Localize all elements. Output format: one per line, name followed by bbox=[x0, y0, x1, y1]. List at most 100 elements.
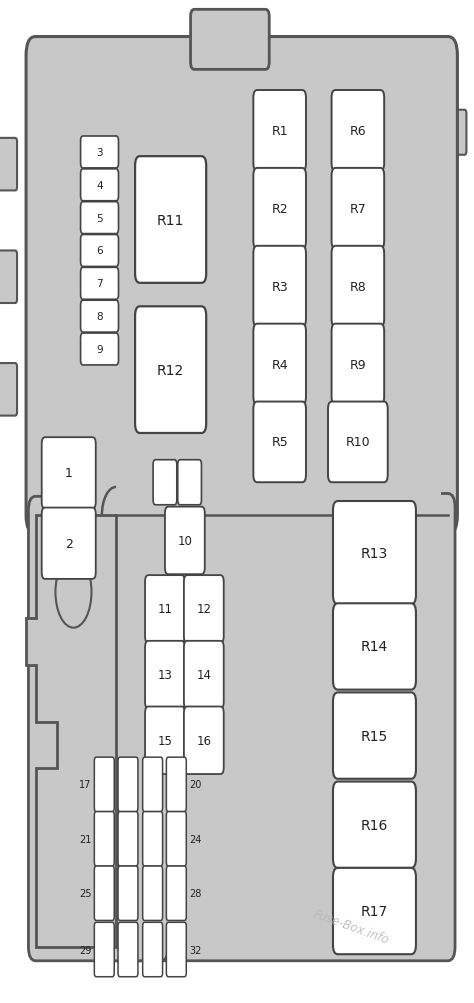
Polygon shape bbox=[123, 509, 237, 947]
FancyBboxPatch shape bbox=[0, 138, 17, 192]
Text: R9: R9 bbox=[349, 358, 366, 371]
FancyBboxPatch shape bbox=[333, 693, 416, 779]
FancyBboxPatch shape bbox=[26, 37, 457, 535]
Text: 21: 21 bbox=[79, 833, 91, 844]
Text: R17: R17 bbox=[361, 904, 388, 918]
FancyBboxPatch shape bbox=[253, 91, 306, 172]
Text: 10: 10 bbox=[177, 535, 192, 548]
Text: 6: 6 bbox=[96, 246, 103, 256]
FancyBboxPatch shape bbox=[81, 136, 118, 169]
FancyBboxPatch shape bbox=[118, 757, 138, 811]
Text: 11: 11 bbox=[157, 603, 173, 616]
Text: R10: R10 bbox=[346, 436, 370, 449]
Text: 14: 14 bbox=[196, 668, 211, 681]
Text: R16: R16 bbox=[361, 817, 388, 831]
FancyBboxPatch shape bbox=[143, 757, 163, 811]
Text: 13: 13 bbox=[157, 668, 173, 681]
FancyBboxPatch shape bbox=[153, 460, 177, 506]
FancyBboxPatch shape bbox=[118, 867, 138, 921]
Text: 32: 32 bbox=[189, 945, 201, 955]
FancyBboxPatch shape bbox=[94, 811, 114, 867]
FancyBboxPatch shape bbox=[42, 437, 96, 509]
FancyBboxPatch shape bbox=[333, 781, 416, 868]
FancyBboxPatch shape bbox=[81, 203, 118, 235]
FancyBboxPatch shape bbox=[145, 641, 185, 709]
Text: 29: 29 bbox=[79, 945, 91, 955]
FancyBboxPatch shape bbox=[81, 170, 118, 202]
FancyBboxPatch shape bbox=[81, 236, 118, 267]
FancyBboxPatch shape bbox=[331, 91, 384, 172]
FancyBboxPatch shape bbox=[166, 811, 186, 867]
Text: 4: 4 bbox=[96, 181, 103, 191]
Text: 24: 24 bbox=[189, 833, 201, 844]
FancyBboxPatch shape bbox=[135, 307, 206, 433]
FancyBboxPatch shape bbox=[145, 707, 185, 774]
FancyBboxPatch shape bbox=[81, 268, 118, 300]
Text: 8: 8 bbox=[96, 312, 103, 322]
FancyBboxPatch shape bbox=[191, 10, 269, 70]
FancyBboxPatch shape bbox=[333, 502, 416, 605]
Polygon shape bbox=[43, 489, 441, 523]
Text: R12: R12 bbox=[157, 363, 184, 377]
FancyBboxPatch shape bbox=[143, 867, 163, 921]
FancyBboxPatch shape bbox=[184, 576, 224, 643]
FancyBboxPatch shape bbox=[184, 707, 224, 774]
FancyBboxPatch shape bbox=[328, 402, 388, 482]
FancyBboxPatch shape bbox=[253, 247, 306, 327]
Text: R5: R5 bbox=[271, 436, 288, 449]
Text: R6: R6 bbox=[349, 124, 366, 137]
Text: 5: 5 bbox=[96, 214, 103, 224]
Text: 7: 7 bbox=[96, 279, 103, 289]
Text: R13: R13 bbox=[361, 546, 388, 560]
FancyBboxPatch shape bbox=[28, 496, 168, 961]
FancyBboxPatch shape bbox=[145, 576, 185, 643]
Text: 12: 12 bbox=[196, 603, 211, 616]
Text: R1: R1 bbox=[271, 124, 288, 137]
FancyBboxPatch shape bbox=[135, 157, 206, 284]
Text: R3: R3 bbox=[271, 281, 288, 293]
Text: 17: 17 bbox=[79, 779, 91, 789]
Text: R4: R4 bbox=[271, 358, 288, 371]
Text: 9: 9 bbox=[96, 345, 103, 355]
Text: R2: R2 bbox=[271, 203, 288, 216]
FancyBboxPatch shape bbox=[166, 867, 186, 921]
Text: 28: 28 bbox=[189, 889, 201, 899]
FancyBboxPatch shape bbox=[444, 110, 466, 155]
FancyBboxPatch shape bbox=[253, 324, 306, 405]
FancyBboxPatch shape bbox=[42, 509, 96, 580]
Text: 15: 15 bbox=[157, 734, 173, 747]
FancyBboxPatch shape bbox=[333, 868, 416, 954]
Text: 1: 1 bbox=[65, 466, 73, 479]
Polygon shape bbox=[26, 516, 116, 947]
FancyBboxPatch shape bbox=[118, 923, 138, 977]
Text: Fuse-Box.info: Fuse-Box.info bbox=[311, 907, 390, 946]
FancyBboxPatch shape bbox=[178, 460, 201, 506]
FancyBboxPatch shape bbox=[143, 811, 163, 867]
FancyBboxPatch shape bbox=[118, 811, 138, 867]
Circle shape bbox=[55, 557, 91, 628]
Text: R11: R11 bbox=[157, 214, 184, 228]
FancyBboxPatch shape bbox=[94, 757, 114, 811]
FancyBboxPatch shape bbox=[184, 641, 224, 709]
Text: 2: 2 bbox=[65, 538, 73, 551]
Text: 3: 3 bbox=[96, 147, 103, 157]
FancyBboxPatch shape bbox=[81, 301, 118, 333]
FancyBboxPatch shape bbox=[253, 169, 306, 250]
FancyBboxPatch shape bbox=[166, 923, 186, 977]
Text: R8: R8 bbox=[349, 281, 366, 293]
FancyBboxPatch shape bbox=[143, 923, 163, 977]
FancyBboxPatch shape bbox=[81, 334, 118, 365]
FancyBboxPatch shape bbox=[331, 324, 384, 405]
FancyBboxPatch shape bbox=[0, 364, 17, 416]
Text: 20: 20 bbox=[189, 779, 201, 789]
Text: R7: R7 bbox=[349, 203, 366, 216]
Text: 16: 16 bbox=[196, 734, 211, 747]
FancyBboxPatch shape bbox=[331, 169, 384, 250]
FancyBboxPatch shape bbox=[253, 402, 306, 482]
Text: 25: 25 bbox=[79, 889, 91, 899]
FancyBboxPatch shape bbox=[333, 604, 416, 690]
Text: R15: R15 bbox=[361, 729, 388, 743]
FancyBboxPatch shape bbox=[0, 251, 17, 304]
FancyBboxPatch shape bbox=[94, 923, 114, 977]
FancyBboxPatch shape bbox=[331, 247, 384, 327]
